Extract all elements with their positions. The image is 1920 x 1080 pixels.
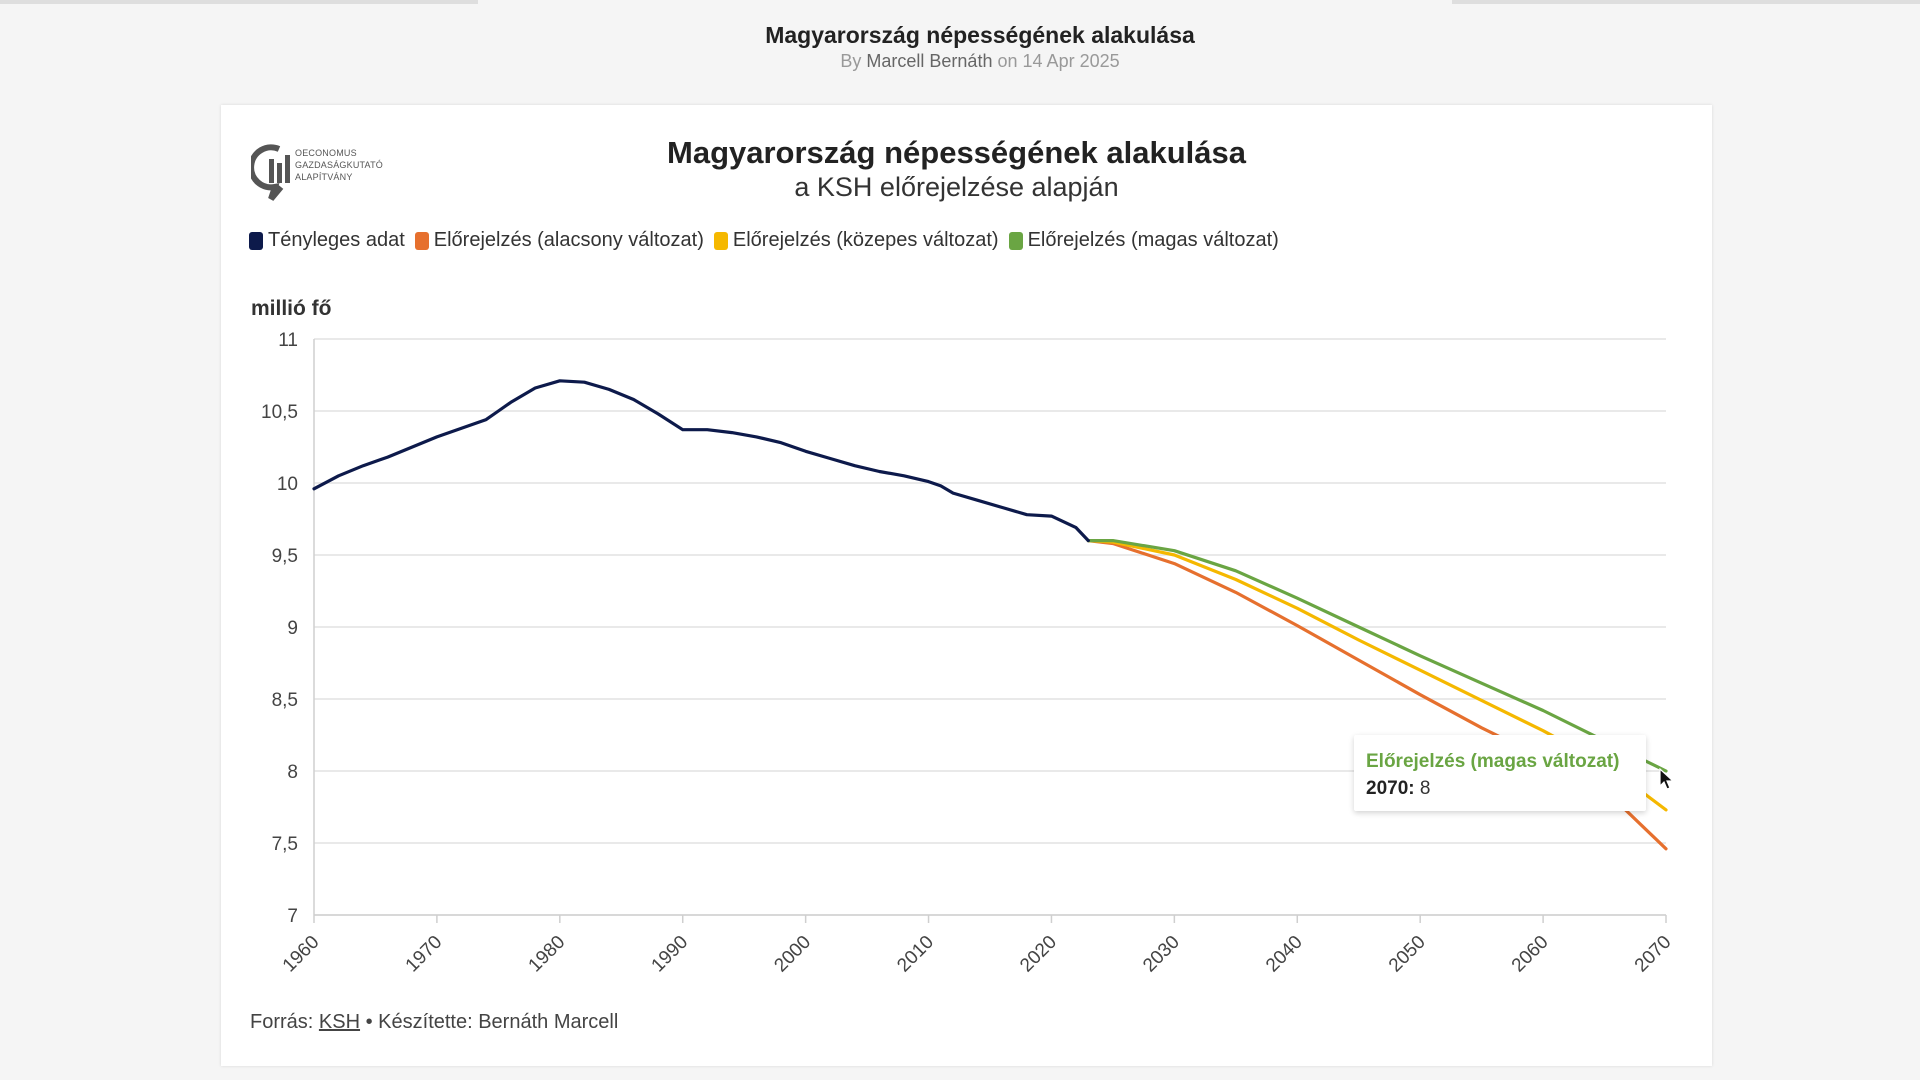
- legend-swatch: [1008, 231, 1023, 250]
- series-line: [312, 379, 1090, 543]
- made-by: Készítette: Bernáth Marcell: [378, 1011, 619, 1033]
- x-tick-label: 1980: [525, 932, 570, 977]
- y-tick-label: 8: [287, 762, 298, 783]
- line-chart[interactable]: 7 7,5 8 8,5 9 9,5 10 10,5 11 1960 1970 1980 1990 2000…: [221, 105, 1712, 1005]
- series-line: [1086, 539, 1668, 773]
- chart-subtitle: a KSH előrejelzése alapján: [794, 172, 1119, 202]
- y-tick-label: 7: [287, 906, 298, 927]
- publish-date: 14 Apr 2025: [1022, 51, 1120, 71]
- x-tick-label: 1960: [279, 932, 324, 977]
- x-tick-label: 2020: [1016, 932, 1061, 977]
- legend-item-low[interactable]: Előrejelzés (alacsony változat): [414, 229, 704, 252]
- legend: Tényleges adat Előrejelzés (alacsony vál…: [249, 229, 1289, 252]
- y-tick-label: 9,5: [272, 546, 298, 567]
- logo-text-line: ALAPÍTVÁNY: [295, 172, 353, 182]
- legend-item-high[interactable]: Előrejelzés (magas változat): [1008, 229, 1279, 252]
- tooltip-value: 8: [1419, 778, 1431, 799]
- legend-swatch: [414, 231, 429, 250]
- oeconomus-logo-icon: [251, 144, 290, 201]
- y-tick-label: 10: [277, 474, 298, 495]
- legend-label: Előrejelzés (magas változat): [1027, 229, 1279, 251]
- byline: By Marcell Bernáth on 14 Apr 2025: [0, 50, 1920, 72]
- y-tick-label: 7,5: [272, 834, 298, 855]
- x-tick-label: 1990: [648, 932, 693, 977]
- tooltip-series: Előrejelzés (magas változat): [1366, 751, 1620, 772]
- source-line: Forrás: KSH • Készítette: Bernáth Marcel…: [250, 1011, 618, 1034]
- y-tick-label: 10,5: [261, 402, 298, 423]
- x-tick-label: 1970: [402, 932, 447, 977]
- y-tick-label: 9: [287, 618, 298, 639]
- source-link[interactable]: KSH: [318, 1011, 361, 1033]
- top-stripe-left: [0, 0, 478, 4]
- legend-swatch: [249, 231, 263, 250]
- y-tick-label: 11: [278, 330, 298, 351]
- mouse-cursor-icon: [1659, 768, 1675, 790]
- x-tick-label: 2060: [1508, 932, 1553, 977]
- x-tick-label: 2040: [1262, 932, 1307, 977]
- legend-label: Előrejelzés (közepes változat): [732, 229, 999, 251]
- chart-tooltip: Előrejelzés (magas változat) 2070: 8: [1354, 735, 1646, 811]
- top-stripe-right: [1452, 0, 1920, 4]
- x-tick-label: 2050: [1385, 932, 1430, 977]
- byline-on: on: [997, 51, 1018, 71]
- legend-item-actual[interactable]: Tényleges adat: [249, 229, 405, 252]
- legend-swatch: [713, 231, 728, 250]
- page-title: Magyarország népességének alakulása: [765, 22, 1195, 48]
- byline-prefix: By: [840, 51, 862, 71]
- chart-title: Magyarország népességének alakulása: [667, 135, 1246, 170]
- chart-card: OECONOMUS GAZDASÁGKUTATÓ ALAPÍTVÁNY Magy…: [221, 105, 1712, 1066]
- y-tick-label: 8,5: [272, 690, 298, 711]
- x-tick-label: 2010: [893, 932, 938, 977]
- legend-label: Tényleges adat: [268, 229, 405, 251]
- tooltip-value-line: 2070: 8: [1366, 778, 1430, 800]
- page-header: Magyarország népességének alakulása By M…: [0, 20, 1920, 72]
- logo-text-line: GAZDASÁGKUTATÓ: [295, 160, 383, 170]
- legend-item-medium[interactable]: Előrejelzés (közepes változat): [713, 229, 999, 252]
- legend-label: Előrejelzés (alacsony változat): [433, 229, 704, 251]
- source-label: Forrás:: [250, 1011, 314, 1033]
- x-tick-label: 2030: [1139, 932, 1184, 977]
- x-tick-label: 2070: [1631, 932, 1676, 977]
- logo-text: OECONOMUS GAZDASÁGKUTATÓ ALAPÍTVÁNY: [295, 147, 383, 183]
- logo-text-line: OECONOMUS: [295, 148, 357, 158]
- source-separator: •: [365, 1011, 373, 1033]
- tooltip-year: 2070:: [1366, 778, 1415, 799]
- x-tick-label: 2000: [770, 932, 815, 977]
- author-link[interactable]: Marcell Bernáth: [866, 51, 993, 71]
- y-axis-label: millió fő: [251, 297, 332, 320]
